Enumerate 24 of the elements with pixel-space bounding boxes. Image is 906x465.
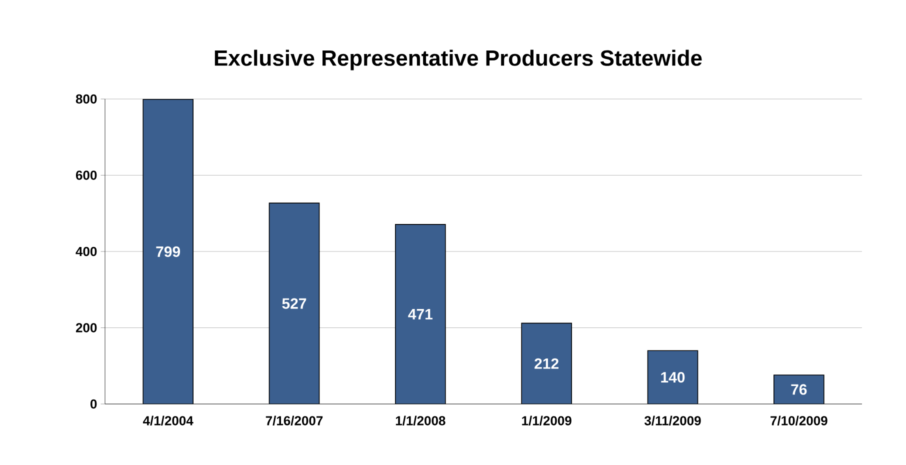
bar [647, 350, 698, 404]
bar [142, 98, 194, 404]
x-tick-label: 4/1/2004 [142, 416, 194, 426]
x-tick-label: 3/11/2009 [644, 416, 701, 426]
x-tick-label: 7/16/2007 [266, 416, 323, 426]
bar [268, 202, 320, 404]
data-label: 140 [661, 372, 685, 383]
y-tick-label: 600 [76, 170, 97, 180]
data-label: 527 [282, 298, 306, 309]
y-tick-label: 400 [76, 246, 97, 256]
y-tick-label: 200 [76, 323, 97, 332]
data-label: 212 [534, 358, 558, 369]
data-label: 799 [156, 246, 180, 257]
x-tick-label: 7/10/2009 [770, 416, 828, 426]
y-tick-label: 0 [90, 399, 97, 409]
y-tick-label: 800 [76, 94, 97, 104]
bar [521, 322, 572, 404]
chart-title: Exclusive Representative Producers Statewide [214, 50, 702, 70]
bar [774, 374, 824, 404]
data-label: 76 [791, 384, 807, 395]
bar [395, 224, 446, 404]
x-tick-label: 1/1/2009 [522, 416, 572, 426]
data-label: 471 [408, 309, 433, 320]
x-tick-label: 1/1/2008 [396, 416, 446, 426]
